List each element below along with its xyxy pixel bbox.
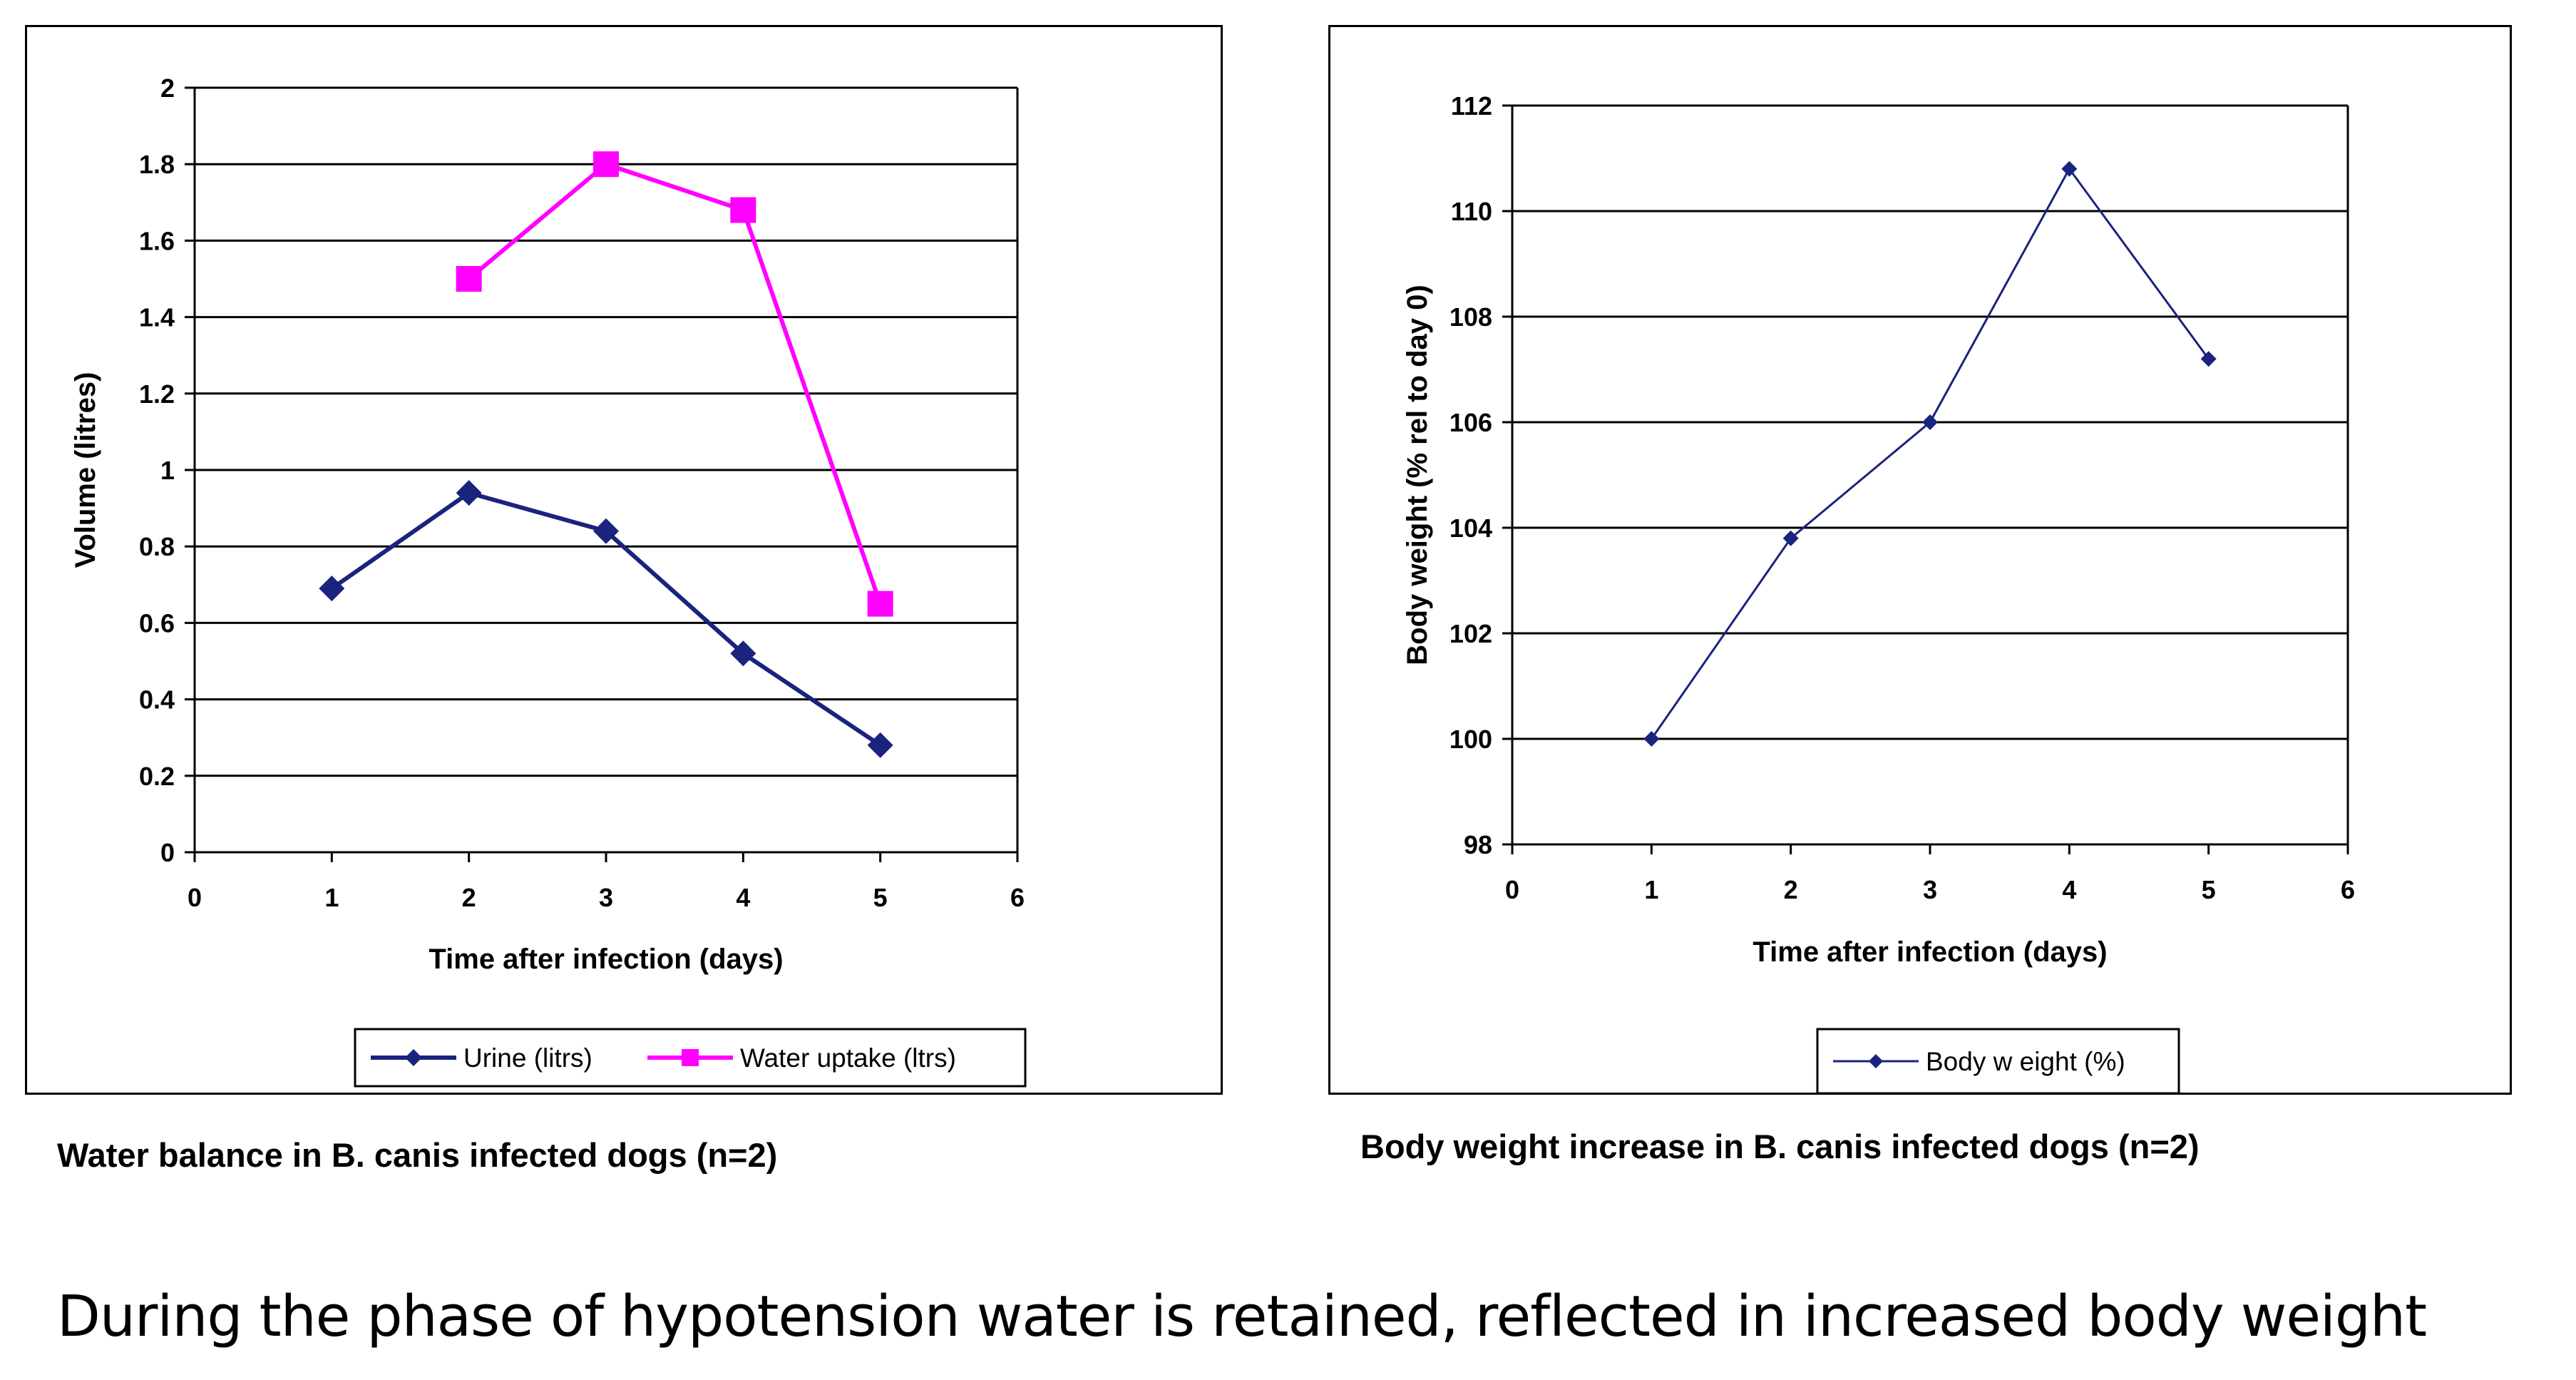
legend-label: Water uptake (ltrs)	[740, 1043, 956, 1073]
y-tick-label: 2	[160, 73, 175, 103]
legend-marker	[682, 1049, 699, 1066]
data-point	[1643, 731, 1660, 747]
y-axis-title: Body weight (% rel to day 0)	[1402, 285, 1433, 665]
x-tick-label: 2	[462, 883, 476, 912]
x-tick-label: 0	[1505, 875, 1519, 904]
data-point	[1782, 530, 1799, 546]
y-tick-label: 0.6	[139, 608, 175, 638]
y-tick-label: 108	[1449, 302, 1492, 332]
x-axis-title: Time after infection (days)	[1753, 936, 2107, 968]
y-tick-label: 1.6	[139, 226, 175, 255]
y-tick-label: 106	[1449, 408, 1492, 437]
y-tick-label: 100	[1449, 725, 1492, 754]
data-point	[456, 480, 482, 506]
body-weight-chart: 98 100 102 104 106 108 110 112 0 1 2 3 4 5 6 Time after…	[1402, 91, 2355, 1093]
x-axis-title: Time after infection (days)	[429, 944, 783, 975]
x-tick-label: 6	[2341, 875, 2355, 904]
y-tick-label: 0.2	[139, 762, 175, 791]
series-line	[467, 161, 883, 605]
y-tick-label: 0.4	[139, 685, 175, 715]
y-tick-label: 110	[1451, 197, 1492, 226]
data-point	[2061, 160, 2078, 177]
data-point	[730, 640, 756, 667]
x-tick-label: 3	[599, 883, 613, 912]
body-weight-caption: Body weight increase in B. canis infecte…	[1360, 1128, 2200, 1165]
y-tick-label: 1.2	[139, 379, 175, 409]
water-balance-caption: Water balance in B. canis infected dogs …	[57, 1136, 778, 1174]
data-point	[867, 732, 893, 758]
data-point	[593, 518, 619, 544]
y-tick-label: 1.8	[139, 150, 175, 179]
x-tick-label: 1	[324, 883, 339, 912]
x-tick-label: 5	[2202, 875, 2216, 904]
water-balance-chart-panel: 0 0.2 0.4 0.6 0.8 1 1.2 1.4 1.6 1.8 2 0 1 2 3 4 5 6 Time a…	[25, 25, 1223, 1095]
legend-marker	[405, 1049, 422, 1066]
data-point	[456, 266, 482, 292]
x-tick-label: 4	[736, 883, 750, 912]
y-tick-label: 112	[1451, 91, 1492, 121]
data-point	[593, 151, 619, 178]
x-tick-label: 2	[1784, 875, 1798, 904]
x-tick-label: 4	[2062, 875, 2076, 904]
x-tick-label: 6	[1010, 883, 1025, 912]
y-tick-label: 1	[160, 456, 175, 485]
series-line	[1651, 167, 2210, 740]
x-tick-label: 0	[188, 883, 202, 912]
y-tick-label: 1.4	[139, 303, 175, 332]
y-tick-label: 102	[1449, 619, 1492, 648]
y-tick-label: 0	[160, 838, 175, 867]
x-tick-label: 5	[873, 883, 888, 912]
legend-marker	[1869, 1054, 1883, 1068]
data-point	[867, 591, 893, 617]
data-point	[319, 576, 345, 602]
data-point	[2200, 351, 2217, 367]
body-weight-chart-panel: 98 100 102 104 106 108 110 112 0 1 2 3 4 5 6 Time after…	[1328, 25, 2512, 1095]
data-point	[730, 197, 756, 223]
x-tick-label: 1	[1644, 875, 1658, 904]
y-axis-title: Volume (litres)	[70, 372, 101, 568]
footer-statement: During the phase of hypotension water is…	[57, 1284, 2427, 1349]
x-tick-label: 3	[1923, 875, 1937, 904]
y-tick-label: 0.8	[139, 532, 175, 561]
legend-label: Body w eight (%)	[1926, 1047, 2125, 1076]
legend-label: Urine (litrs)	[463, 1043, 592, 1073]
y-tick-label: 104	[1449, 513, 1492, 543]
data-point	[1922, 414, 1938, 430]
water-balance-chart: 0 0.2 0.4 0.6 0.8 1 1.2 1.4 1.6 1.8 2 0 1 2 3 4 5 6 Time a…	[70, 73, 1027, 1088]
y-tick-label: 98	[1464, 830, 1492, 859]
